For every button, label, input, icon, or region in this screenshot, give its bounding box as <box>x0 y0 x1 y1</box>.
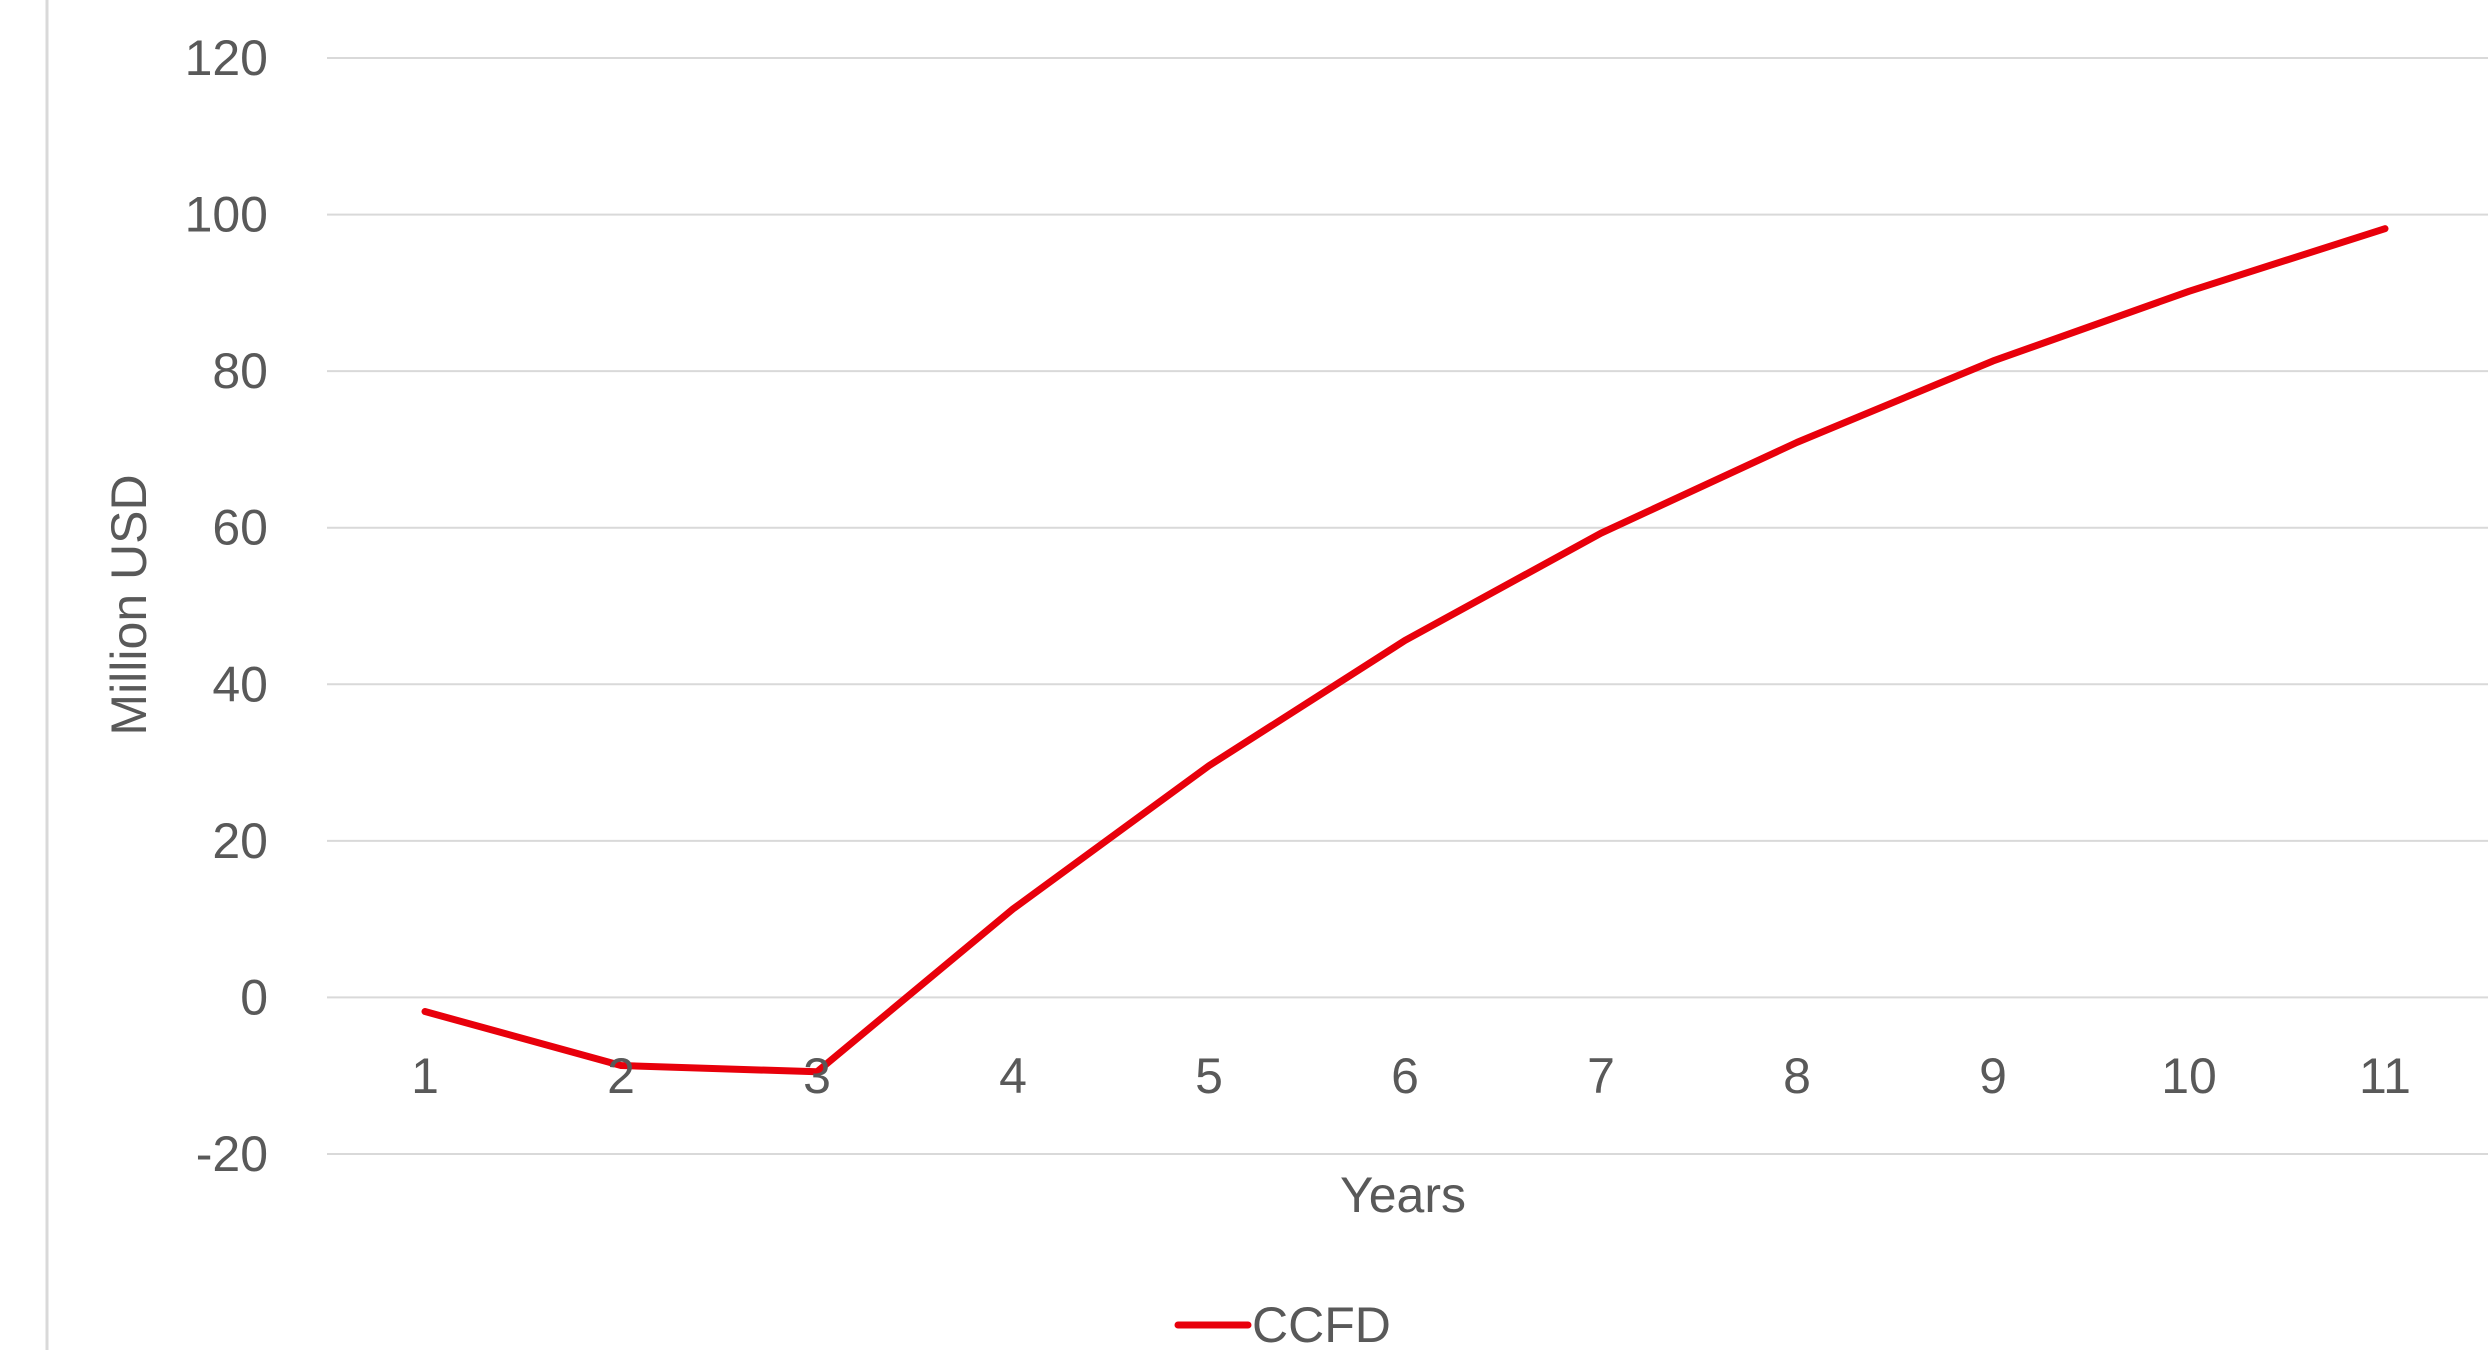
x-tick-label-8: 9 <box>1979 1048 2007 1104</box>
x-tick-label-1: 2 <box>607 1048 635 1104</box>
y-axis-tick-labels: 120 100 80 60 40 20 0 -20 <box>185 30 268 1182</box>
y-axis-label: Million USD <box>101 474 157 735</box>
y-tick-label-5: 20 <box>212 813 268 869</box>
y-tick-label-1: 100 <box>185 187 268 243</box>
x-tick-label-5: 6 <box>1391 1048 1419 1104</box>
y-tick-label-0: 120 <box>185 30 268 86</box>
y-tick-label-2: 80 <box>212 343 268 399</box>
x-tick-label-3: 4 <box>999 1048 1027 1104</box>
y-tick-label-6: 0 <box>240 969 268 1025</box>
x-axis-label: Years <box>1340 1167 1466 1223</box>
x-tick-label-9: 10 <box>2161 1048 2217 1104</box>
legend: CCFD <box>1174 1297 1391 1350</box>
series-line-0 <box>421 225 2389 1076</box>
x-tick-label-10: 11 <box>2359 1048 2411 1104</box>
x-tick-label-0: 1 <box>411 1048 439 1104</box>
x-axis-tick-labels: 1 2 3 4 5 6 7 8 9 10 11 <box>411 1048 2411 1104</box>
x-tick-label-2: 3 <box>803 1048 831 1104</box>
gridlines <box>327 57 2488 1155</box>
y-tick-label-3: 60 <box>212 500 268 556</box>
x-tick-label-7: 8 <box>1783 1048 1811 1104</box>
x-tick-label-4: 5 <box>1195 1048 1223 1104</box>
x-tick-label-6: 7 <box>1587 1048 1615 1104</box>
y-tick-label-7: -20 <box>196 1126 268 1182</box>
legend-label-ccfd: CCFD <box>1252 1297 1391 1350</box>
series-lines <box>421 225 2389 1076</box>
y-tick-label-4: 40 <box>212 656 268 712</box>
